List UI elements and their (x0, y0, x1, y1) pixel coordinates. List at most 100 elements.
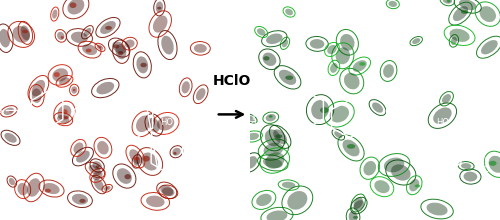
Ellipse shape (433, 107, 452, 124)
Ellipse shape (72, 194, 88, 205)
Ellipse shape (453, 6, 468, 21)
Ellipse shape (157, 116, 174, 130)
Ellipse shape (97, 45, 103, 50)
Ellipse shape (194, 44, 207, 53)
Ellipse shape (44, 189, 51, 193)
Ellipse shape (148, 118, 160, 132)
Ellipse shape (268, 115, 272, 118)
Ellipse shape (359, 62, 366, 66)
Ellipse shape (12, 26, 30, 43)
Ellipse shape (384, 158, 404, 172)
Ellipse shape (173, 152, 176, 155)
Text: ‖: ‖ (483, 139, 487, 147)
Ellipse shape (273, 129, 287, 144)
Ellipse shape (106, 187, 108, 189)
Text: ‖: ‖ (251, 113, 254, 120)
Ellipse shape (412, 38, 420, 44)
Text: OH: OH (40, 142, 54, 151)
Ellipse shape (64, 116, 68, 119)
Ellipse shape (310, 39, 324, 49)
Ellipse shape (450, 29, 469, 42)
Ellipse shape (354, 197, 363, 209)
Ellipse shape (88, 165, 101, 175)
Ellipse shape (44, 183, 60, 194)
Ellipse shape (136, 116, 150, 132)
Ellipse shape (257, 28, 266, 36)
Ellipse shape (96, 82, 114, 94)
Ellipse shape (22, 30, 28, 33)
Text: S: S (0, 106, 2, 114)
Ellipse shape (59, 77, 70, 85)
Ellipse shape (32, 80, 45, 96)
Text: HClO: HClO (213, 74, 251, 88)
Ellipse shape (264, 56, 270, 61)
Ellipse shape (98, 46, 102, 48)
Ellipse shape (136, 56, 148, 73)
Ellipse shape (481, 40, 498, 54)
Ellipse shape (279, 70, 296, 85)
Text: S: S (200, 150, 205, 158)
Ellipse shape (285, 75, 293, 80)
Ellipse shape (344, 73, 360, 89)
Ellipse shape (275, 134, 282, 138)
Ellipse shape (71, 86, 78, 94)
Ellipse shape (0, 29, 10, 48)
Ellipse shape (86, 49, 91, 53)
Ellipse shape (118, 51, 124, 55)
Ellipse shape (282, 39, 288, 47)
Text: N: N (384, 117, 389, 126)
Ellipse shape (288, 191, 308, 210)
Ellipse shape (32, 88, 42, 103)
Ellipse shape (76, 150, 90, 163)
Ellipse shape (156, 2, 163, 13)
Ellipse shape (246, 116, 255, 121)
Ellipse shape (196, 88, 205, 100)
Ellipse shape (100, 21, 116, 34)
Text: ‖: ‖ (483, 157, 487, 164)
Text: ‖: ‖ (251, 94, 254, 101)
Ellipse shape (9, 110, 13, 112)
Ellipse shape (4, 133, 16, 143)
Ellipse shape (414, 184, 420, 188)
Ellipse shape (117, 168, 132, 184)
Ellipse shape (364, 161, 376, 175)
Ellipse shape (54, 72, 60, 77)
Ellipse shape (348, 211, 358, 220)
Ellipse shape (157, 7, 162, 9)
Ellipse shape (92, 171, 102, 180)
Ellipse shape (327, 45, 336, 54)
Text: HO: HO (436, 117, 449, 126)
Ellipse shape (265, 152, 284, 169)
Text: O: O (251, 84, 256, 92)
Ellipse shape (347, 144, 355, 149)
Ellipse shape (388, 1, 397, 7)
Ellipse shape (383, 64, 394, 78)
Text: O: O (251, 121, 256, 130)
Ellipse shape (80, 199, 86, 203)
Ellipse shape (4, 108, 15, 115)
Ellipse shape (265, 129, 280, 146)
Ellipse shape (97, 141, 108, 154)
Ellipse shape (266, 33, 282, 44)
Ellipse shape (353, 216, 358, 219)
Text: S: S (479, 150, 484, 158)
Text: O: O (484, 165, 489, 174)
Ellipse shape (285, 9, 293, 15)
Ellipse shape (372, 102, 383, 113)
Text: S: S (251, 106, 256, 114)
Ellipse shape (105, 26, 112, 30)
Ellipse shape (374, 180, 390, 193)
Ellipse shape (70, 2, 76, 8)
Ellipse shape (245, 156, 257, 169)
Ellipse shape (446, 0, 450, 2)
Ellipse shape (442, 0, 452, 4)
Ellipse shape (263, 158, 282, 168)
Ellipse shape (182, 81, 190, 93)
Ellipse shape (340, 34, 354, 51)
Text: N: N (118, 117, 124, 126)
Text: –: – (4, 92, 8, 98)
Ellipse shape (74, 142, 84, 154)
Text: N: N (366, 112, 372, 121)
Ellipse shape (18, 183, 28, 195)
Ellipse shape (334, 131, 342, 138)
